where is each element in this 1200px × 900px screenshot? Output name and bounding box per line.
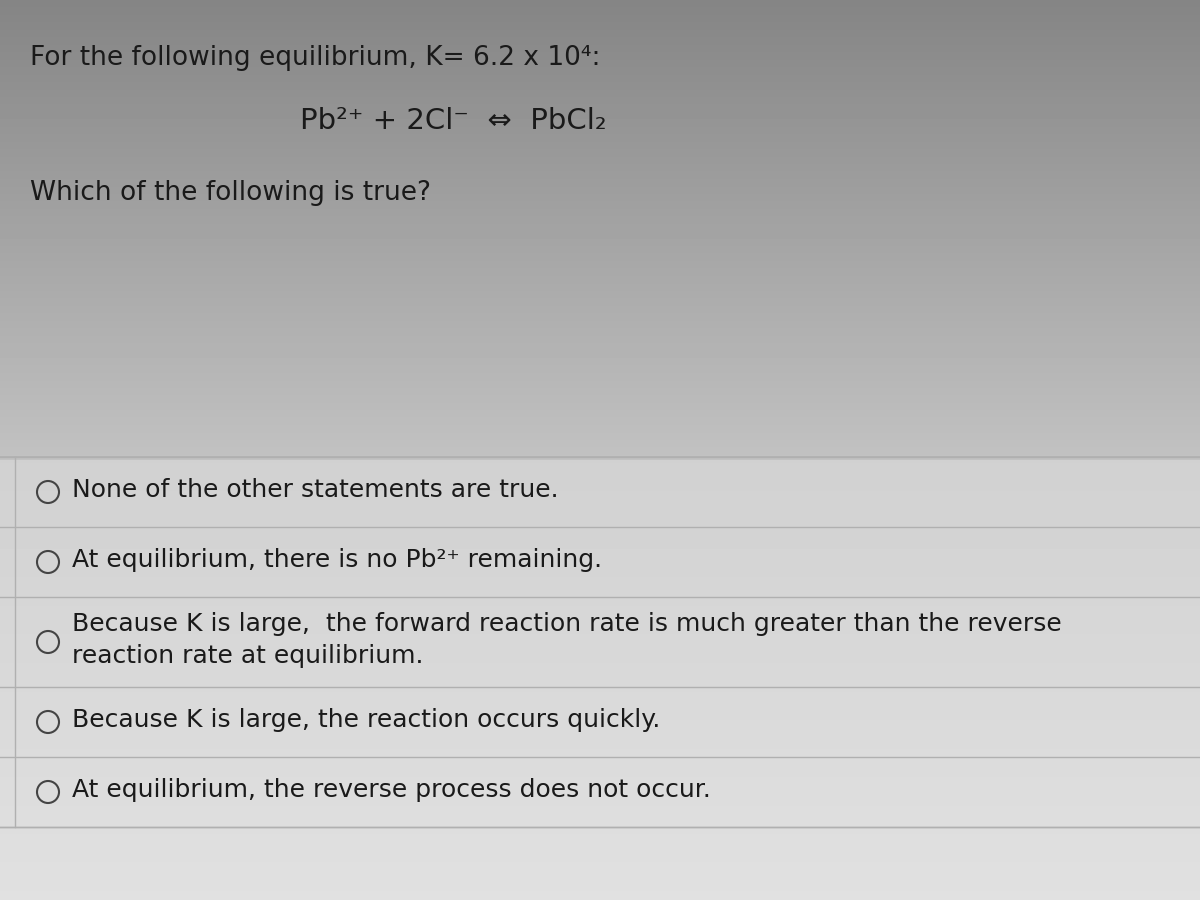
Text: Pb²⁺ + 2Cl⁻  ⇔  PbCl₂: Pb²⁺ + 2Cl⁻ ⇔ PbCl₂ — [300, 107, 607, 135]
Text: For the following equilibrium, K= 6.2 x 10⁴:: For the following equilibrium, K= 6.2 x … — [30, 45, 600, 71]
Text: Because K is large,  the forward reaction rate is much greater than the reverse
: Because K is large, the forward reaction… — [72, 612, 1062, 668]
Text: At equilibrium, the reverse process does not occur.: At equilibrium, the reverse process does… — [72, 778, 710, 802]
Text: None of the other statements are true.: None of the other statements are true. — [72, 478, 559, 502]
Text: Because K is large, the reaction occurs quickly.: Because K is large, the reaction occurs … — [72, 708, 660, 732]
Text: At equilibrium, there is no Pb²⁺ remaining.: At equilibrium, there is no Pb²⁺ remaini… — [72, 548, 602, 572]
Text: Which of the following is true?: Which of the following is true? — [30, 180, 431, 206]
